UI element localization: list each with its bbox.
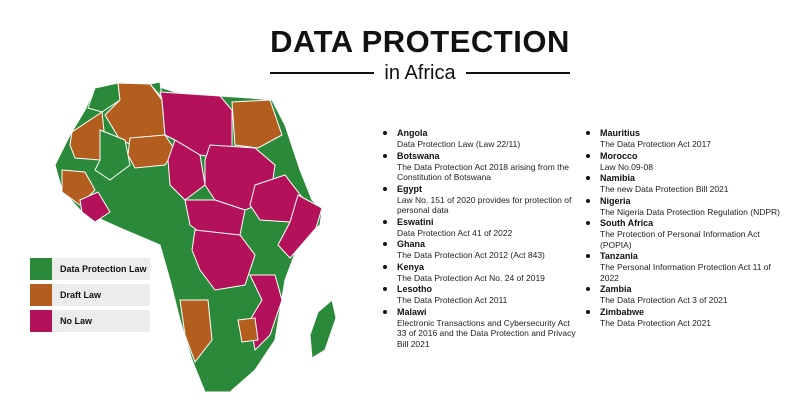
legend-swatch-draft	[30, 284, 52, 306]
country-law: The Data Protection Act No. 24 of 2019	[397, 272, 545, 283]
list-item: South Africa The Protection of Personal I…	[586, 218, 786, 250]
country-law: The Data Protection Act 2017	[600, 139, 712, 149]
region-mali	[94, 129, 131, 181]
page-subtitle: in Africa	[384, 61, 456, 84]
country-name: Zimbabwe	[600, 306, 645, 317]
list-item: Zambia The Data Protection Act 3 of 2021	[586, 284, 786, 306]
map-legend: Data Protection Law Draft Law No Law	[30, 258, 150, 336]
country-name: Eswatini	[397, 216, 434, 227]
country-name: Egypt	[397, 183, 423, 194]
country-law: The Protection of Personal Information A…	[600, 229, 760, 250]
country-law: The Nigeria Data Protection Regulation (…	[600, 206, 780, 217]
country-name: South Africa	[600, 218, 654, 228]
country-law: The new Data Protection Bill 2021	[600, 184, 729, 194]
legend-item-none: No Law	[30, 310, 150, 332]
list-item: Ghana The Data Protection Act 2012 (Act 8…	[383, 239, 578, 261]
list-item: Malawi Electronic Transactions and Cybers…	[383, 307, 578, 350]
list-item: Kenya The Data Protection Act No. 24 of 2…	[383, 262, 578, 284]
country-name: Morocco	[600, 150, 638, 161]
region-tunisia	[149, 81, 163, 100]
country-name: Angola	[397, 128, 428, 138]
country-name: Tanzania	[600, 251, 638, 261]
country-name: Mauritius	[600, 128, 641, 138]
country-name: Malawi	[397, 306, 427, 317]
list-item: Botswana The Data Protection Act 2018 ari…	[383, 151, 578, 183]
country-list-right: Mauritius The Data Protection Act 2017 Mo…	[586, 128, 786, 329]
region-morocco	[87, 82, 121, 113]
country-name: Zambia	[600, 284, 632, 294]
legend-label: No Law	[60, 316, 93, 326]
country-law: The Data Protection Act 2011	[397, 295, 508, 305]
country-name: Ghana	[397, 239, 426, 249]
legend-item-draft: Draft Law	[30, 284, 150, 306]
country-law: The Data Protection Act 2021	[600, 317, 712, 328]
list-item: Eswatini Data Protection Act 41 of 2022	[383, 217, 578, 239]
country-law: Data Protection Law (Law 22/11)	[397, 139, 521, 149]
country-name: Lesotho	[397, 284, 432, 294]
list-item: Lesotho The Data Protection Act 2011	[383, 284, 578, 306]
region-madagascar	[309, 299, 337, 359]
subtitle-rule-left	[270, 72, 375, 74]
legend-label: Draft Law	[60, 290, 102, 300]
list-item: Namibia The new Data Protection Bill 2021	[586, 173, 786, 195]
country-law: Data Protection Act 41 of 2022	[397, 227, 513, 238]
legend-swatch-none	[30, 310, 52, 332]
legend-item-law: Data Protection Law	[30, 258, 150, 280]
region-somalia	[277, 194, 323, 259]
subtitle-rule-right	[465, 72, 570, 74]
region-drc	[191, 229, 256, 291]
list-item: Angola Data Protection Law (Law 22/11)	[383, 128, 578, 150]
list-item: Zimbabwe The Data Protection Act 2021	[586, 307, 786, 329]
region-guinea-coast	[79, 191, 111, 223]
country-name: Kenya	[397, 261, 425, 272]
country-law: The Data Protection Act 3 of 2021	[600, 295, 728, 305]
region-angola-southwest	[179, 299, 213, 364]
subtitle-row: in Africa	[270, 60, 570, 86]
country-law: Law No.09-08	[600, 161, 653, 172]
country-name: Nigeria	[600, 195, 631, 206]
country-law: Electronic Transactions and Cybersecurit…	[397, 317, 576, 349]
country-law: The Data Protection Act 2012 (Act 843)	[397, 250, 545, 260]
list-item: Nigeria The Nigeria Data Protection Regul…	[586, 196, 786, 218]
region-egypt	[231, 99, 283, 149]
country-law: Law No. 151 of 2020 provides for protect…	[397, 194, 572, 216]
africa-map	[54, 81, 337, 393]
list-item: Tanzania The Personal Information Protect…	[586, 251, 786, 283]
list-item: Mauritius The Data Protection Act 2017	[586, 128, 786, 150]
country-list-left: Angola Data Protection Law (Law 22/11) Bo…	[383, 128, 578, 350]
page-title: DATA PROTECTION	[270, 24, 570, 59]
region-malawi	[237, 317, 259, 343]
country-name: Namibia	[600, 173, 636, 183]
region-niger	[127, 134, 176, 169]
country-name: Botswana	[397, 150, 440, 161]
country-law: The Personal Information Protection Act …	[600, 262, 771, 283]
legend-label: Data Protection Law	[60, 264, 147, 274]
list-item: Egypt Law No. 151 of 2020 provides for pr…	[383, 184, 578, 216]
legend-swatch-law	[30, 258, 52, 280]
country-law: The Data Protection Act 2018 arising fro…	[397, 161, 569, 183]
list-item: Morocco Law No.09-08	[586, 151, 786, 173]
region-mozambique	[249, 274, 283, 352]
